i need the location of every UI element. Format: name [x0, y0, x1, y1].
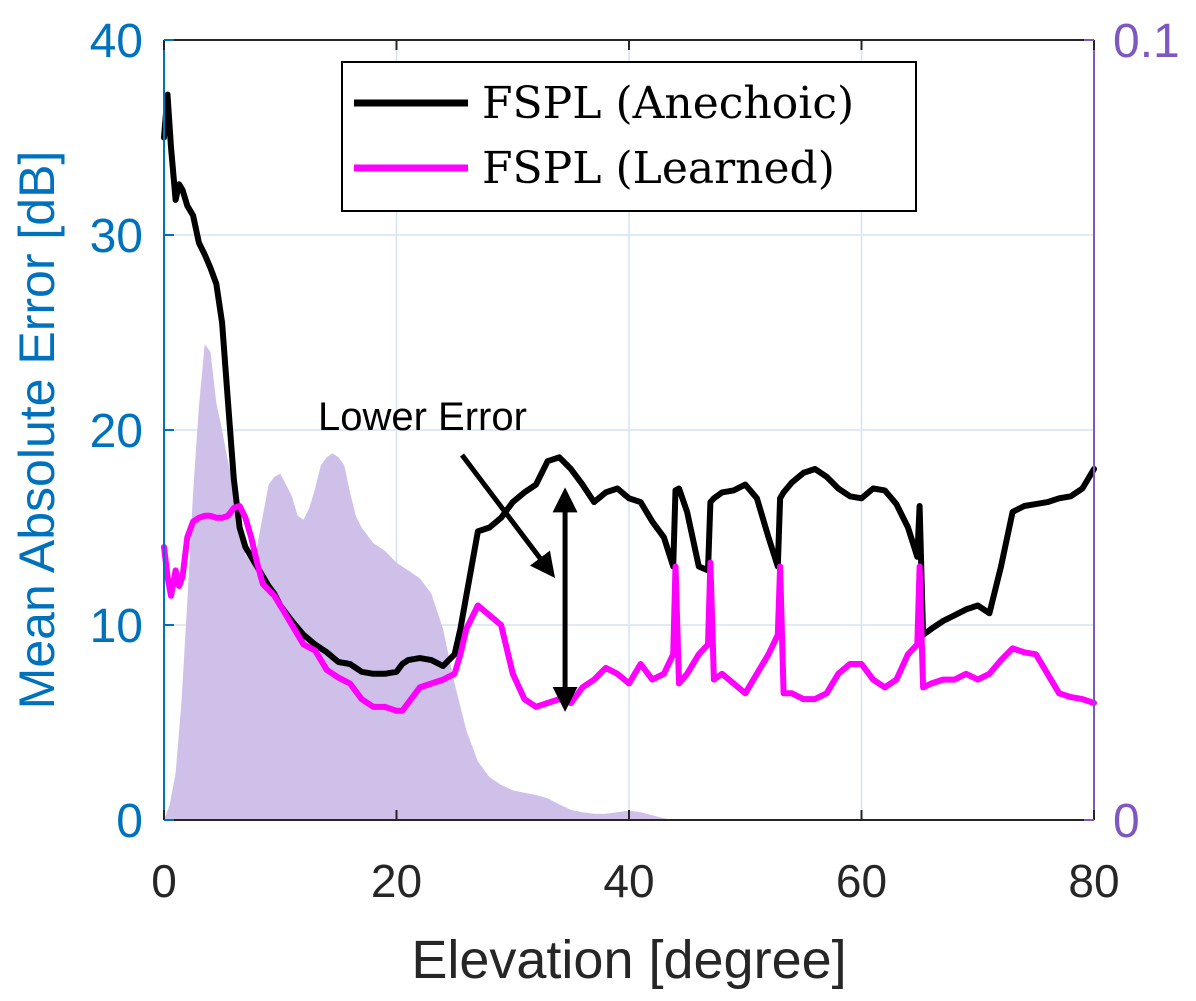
- y2-tick-label: 0: [1113, 795, 1140, 848]
- x-tick-label: 0: [151, 855, 177, 907]
- x-tick-label: 80: [1068, 855, 1119, 907]
- x-tick-label: 20: [371, 855, 422, 907]
- x-tick-label: 40: [603, 855, 654, 907]
- y-axis-label: Mean Absolute Error [dB]: [9, 151, 65, 710]
- legend-label-anechoic: FSPL (Anechoic): [482, 78, 854, 129]
- annotation-label: Lower Error: [318, 395, 527, 439]
- annotation-pointer-arrow: [460, 453, 556, 578]
- y-tick-label: 10: [90, 600, 143, 653]
- legend-label-learned: FSPL (Learned): [482, 143, 835, 194]
- density-area-layer: [164, 344, 1094, 820]
- y-tick-label: 40: [90, 15, 143, 68]
- y2-tick-label: 0.1: [1113, 15, 1180, 68]
- x-axis-label: Elevation [degree]: [411, 930, 846, 990]
- x-tick-label: 60: [836, 855, 887, 907]
- axes: 0 20 40 60 80 0 10 20 30 40 0 0.1: [90, 15, 1180, 907]
- legend: FSPL (Anechoic) FSPL (Learned): [341, 61, 917, 212]
- y-tick-label: 30: [90, 210, 143, 263]
- y-tick-label: 20: [90, 405, 143, 458]
- legend-box: [341, 61, 917, 212]
- annotation: Lower Error: [318, 395, 578, 712]
- y-tick-label: 0: [116, 795, 143, 848]
- series-line-learned: [161, 503, 1097, 714]
- density-area: [164, 344, 1094, 820]
- series-line-anechoic: [161, 91, 1097, 677]
- series-layer: [161, 91, 1097, 714]
